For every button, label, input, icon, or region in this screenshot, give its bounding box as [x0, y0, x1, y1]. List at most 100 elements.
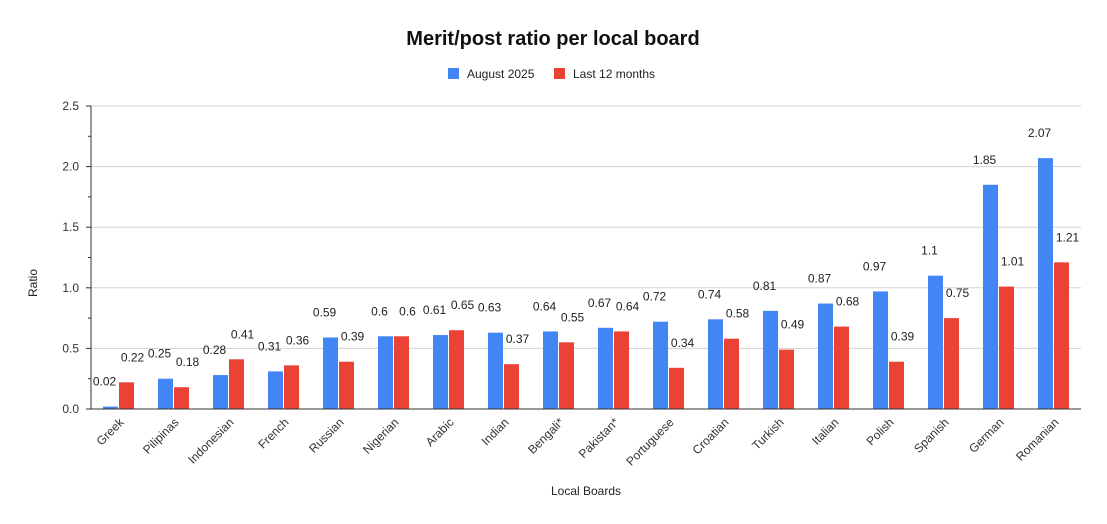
- bar-august-2025: [103, 406, 118, 409]
- bar-august-2025: [708, 319, 723, 409]
- x-tick-label: Turkish: [749, 415, 786, 452]
- y-axis-ticks: 0.0 0.5 1.0 1.5 2.0 2.5: [62, 99, 91, 416]
- data-label: 0.28: [203, 343, 227, 357]
- data-label: 2.07: [1028, 126, 1052, 140]
- bar-last-12-months: [119, 382, 134, 409]
- x-tick-label: Arabic: [423, 415, 457, 449]
- bar-august-2025: [598, 327, 613, 409]
- bar-august-2025: [488, 332, 503, 409]
- bar-last-12-months: [504, 364, 519, 409]
- data-label: 0.64: [616, 299, 640, 313]
- y-tick-label: 2.5: [62, 99, 79, 113]
- x-tick-label: Portuguese: [623, 415, 677, 469]
- bar-august-2025: [378, 336, 393, 409]
- data-label: 0.61: [423, 303, 447, 317]
- bar-last-12-months: [559, 342, 574, 409]
- bar-august-2025: [323, 337, 338, 409]
- x-axis-ticks: Greek Pilipinas Indonesian French Russian Nig…: [94, 415, 1062, 469]
- x-tick-label: Polish: [864, 415, 897, 448]
- data-label: 0.64: [533, 299, 557, 313]
- data-label: 0.65: [451, 298, 475, 312]
- data-label: 0.68: [836, 295, 860, 309]
- x-tick-label: Spanish: [911, 415, 952, 456]
- x-tick-label: Nigerian: [360, 415, 402, 457]
- bar-august-2025: [928, 275, 943, 409]
- data-label: 0.6: [371, 304, 388, 318]
- data-label: 0.02: [93, 375, 117, 389]
- data-label: 0.18: [176, 355, 200, 369]
- y-tick-label: 1.0: [62, 281, 79, 295]
- chart-title: Merit/post ratio per local board: [406, 28, 699, 50]
- x-tick-label: French: [255, 415, 291, 451]
- bar-last-12-months: [449, 330, 464, 409]
- bars: [103, 158, 1069, 409]
- legend-label: Last 12 months: [573, 67, 655, 81]
- y-tick-label: 0.0: [62, 402, 79, 416]
- bar-august-2025: [543, 331, 558, 409]
- x-tick-label: Croatian: [690, 415, 732, 457]
- data-label: 0.55: [561, 310, 585, 324]
- data-label: 0.39: [891, 330, 915, 344]
- x-tick-label: Pakistan*: [576, 415, 622, 461]
- bar-last-12-months: [614, 331, 629, 409]
- data-label: 0.6: [399, 304, 416, 318]
- bar-last-12-months: [944, 318, 959, 409]
- y-axis-label: Ratio: [26, 269, 40, 297]
- bar-last-12-months: [284, 365, 299, 409]
- data-label: 0.36: [286, 333, 310, 347]
- y-tick-label: 0.5: [62, 341, 79, 355]
- x-tick-label: Greek: [94, 415, 128, 449]
- data-label: 0.22: [121, 350, 145, 364]
- data-label: 0.81: [753, 279, 777, 293]
- data-label: 1.85: [973, 153, 997, 167]
- x-tick-label: Russian: [306, 415, 347, 456]
- x-tick-label: Bengali*: [525, 415, 567, 457]
- x-tick-label: Indian: [479, 415, 512, 448]
- data-label: 0.97: [863, 259, 887, 273]
- legend-swatch: [448, 68, 459, 79]
- bar-last-12-months: [834, 326, 849, 409]
- bar-august-2025: [213, 375, 228, 409]
- data-label: 0.63: [478, 301, 502, 315]
- bar-august-2025: [158, 378, 173, 409]
- bar-august-2025: [1038, 158, 1053, 409]
- bar-last-12-months: [229, 359, 244, 409]
- bar-august-2025: [653, 321, 668, 409]
- x-tick-label: Indonesian: [185, 415, 236, 466]
- bar-last-12-months: [999, 286, 1014, 409]
- data-label: 0.74: [698, 287, 722, 301]
- bar-august-2025: [873, 291, 888, 409]
- data-label: 0.87: [808, 272, 832, 286]
- bar-last-12-months: [889, 361, 904, 409]
- bar-august-2025: [433, 335, 448, 409]
- data-labels: 0.02 0.22 0.25 0.180.28 0.410.31 0.360.59 0.39…: [93, 126, 1080, 388]
- bar-last-12-months: [339, 361, 354, 409]
- data-label: 0.67: [588, 296, 612, 310]
- bar-august-2025: [818, 303, 833, 409]
- x-axis-label: Local Boards: [551, 484, 621, 498]
- x-tick-label: Pilipinas: [140, 415, 182, 457]
- data-label: 1.01: [1001, 255, 1025, 269]
- data-label: 0.31: [258, 339, 282, 353]
- data-label: 0.39: [341, 330, 365, 344]
- data-label: 0.49: [781, 318, 805, 332]
- x-tick-label: German: [966, 415, 1007, 456]
- bar-august-2025: [983, 184, 998, 409]
- data-label: 0.75: [946, 286, 970, 300]
- y-tick-label: 1.5: [62, 220, 79, 234]
- data-label: 1.21: [1056, 230, 1080, 244]
- bar-august-2025: [268, 371, 283, 409]
- data-label: 0.72: [643, 290, 667, 304]
- bar-last-12-months: [779, 349, 794, 409]
- legend-label: August 2025: [467, 67, 535, 81]
- bar-last-12-months: [724, 338, 739, 409]
- x-tick-label: Romanian: [1013, 415, 1062, 464]
- data-label: 0.37: [506, 332, 530, 346]
- bar-last-12-months: [174, 387, 189, 409]
- gridlines: [91, 105, 1081, 349]
- x-tick-label: Italian: [809, 415, 842, 448]
- bar-last-12-months: [669, 367, 684, 409]
- data-label: 1.1: [921, 244, 938, 258]
- legend: August 2025 Last 12 months: [448, 67, 655, 81]
